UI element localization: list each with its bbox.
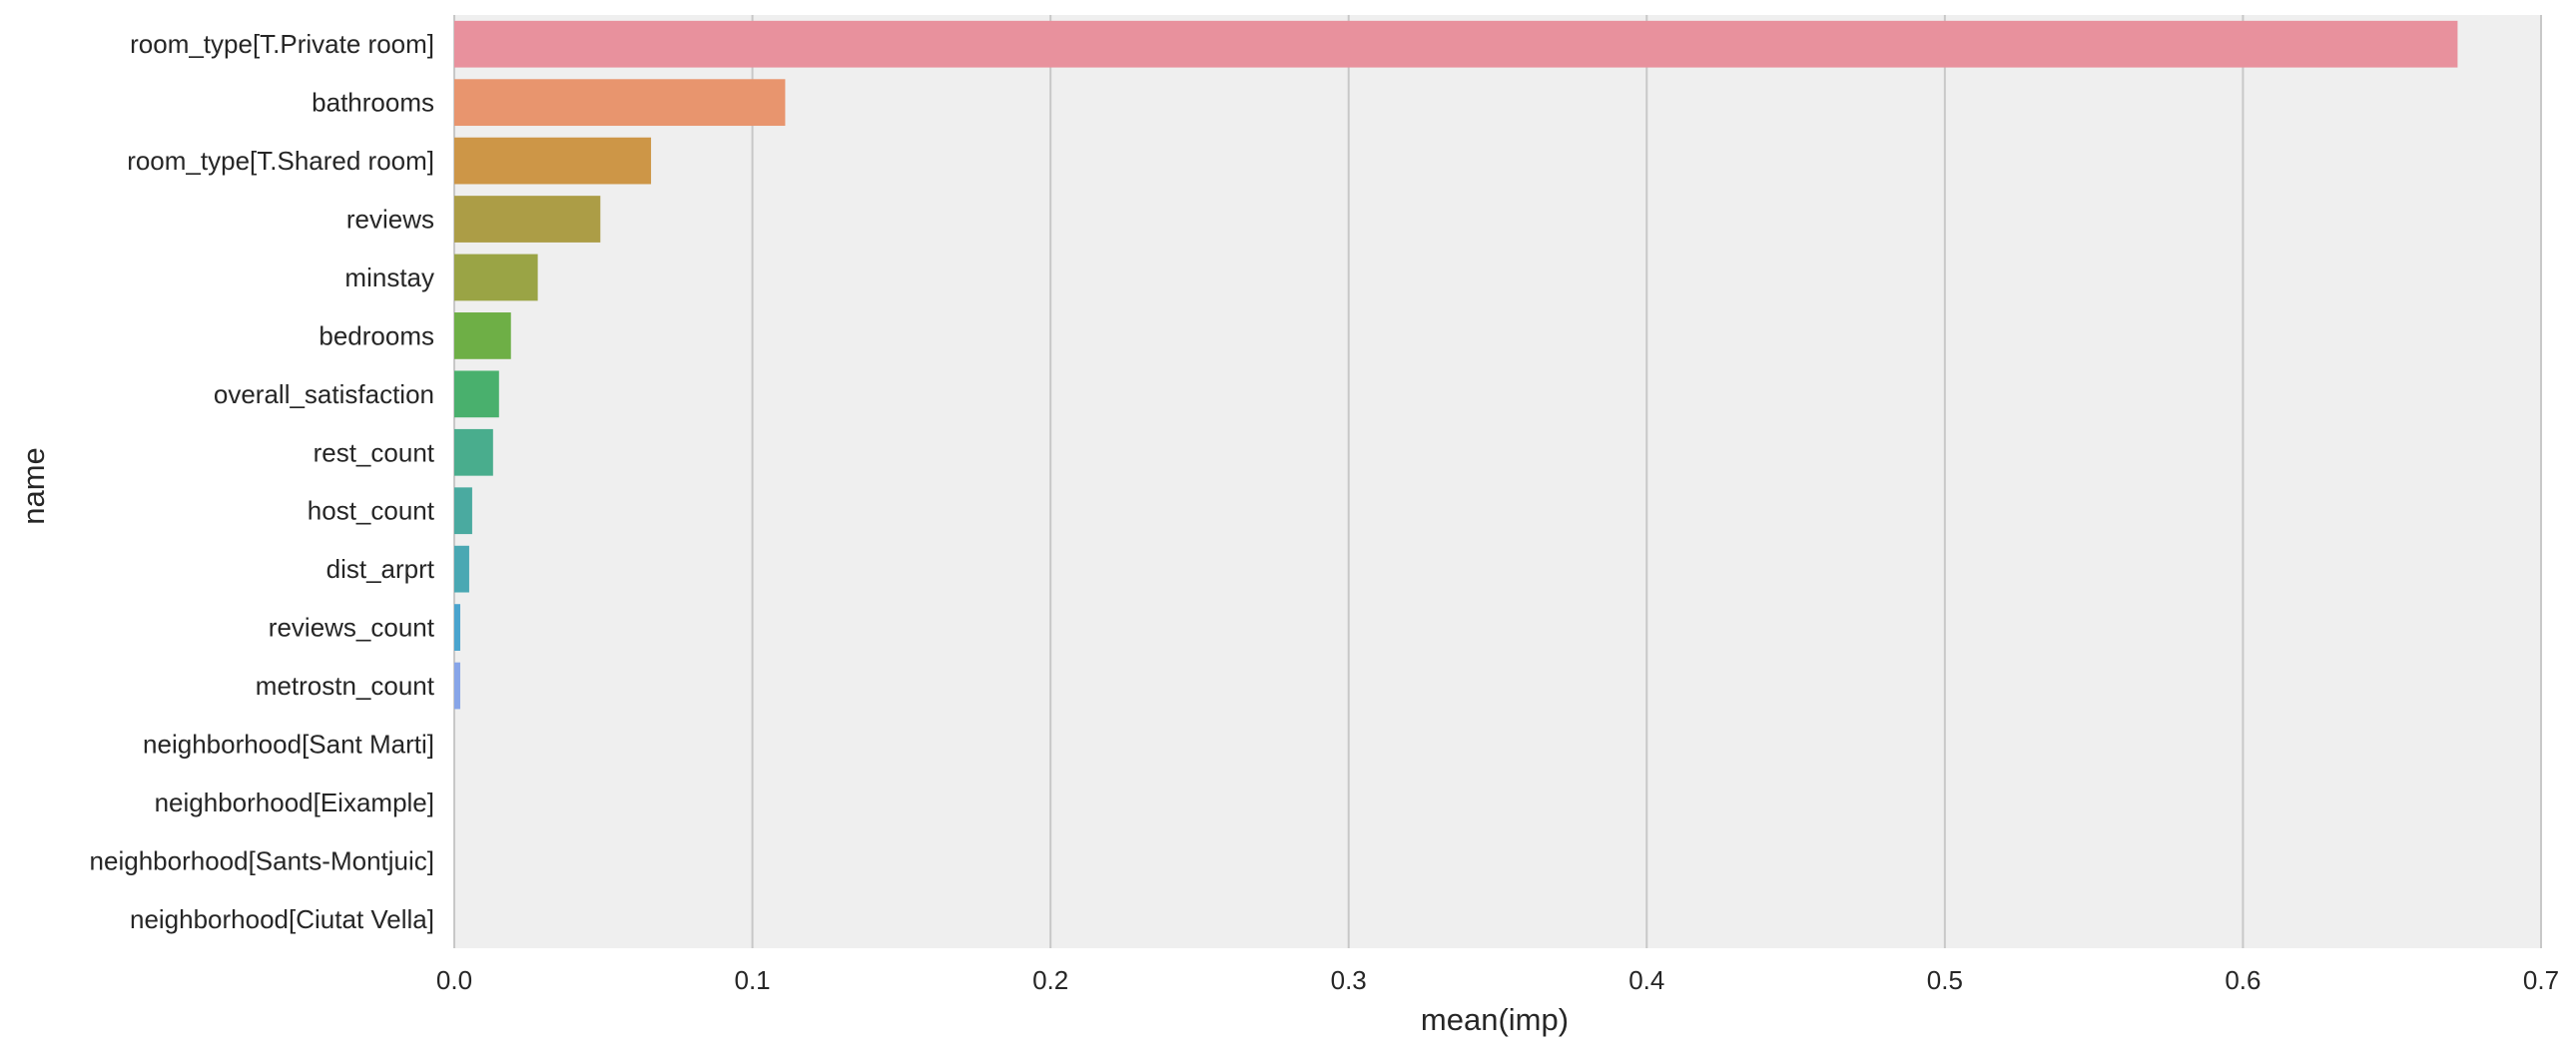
x-tick-labels: 0.0 0.1 0.2 0.3 0.4 0.5 0.6 0.7 <box>436 965 2559 995</box>
y-tick-label: bathrooms <box>312 88 434 118</box>
x-tick-label: 0.5 <box>1927 965 1963 995</box>
bar <box>454 604 460 651</box>
bar <box>454 137 652 185</box>
plot-background <box>454 15 2541 948</box>
y-tick-label: overall_satisfaction <box>214 379 434 409</box>
bar <box>454 370 499 418</box>
bar <box>454 79 786 127</box>
x-tick-label: 0.2 <box>1032 965 1068 995</box>
x-tick-label: 0.6 <box>2225 965 2260 995</box>
y-tick-label: reviews_count <box>269 613 435 643</box>
x-tick-label: 0.1 <box>734 965 770 995</box>
x-tick-label: 0.4 <box>1628 965 1664 995</box>
x-tick-label: 0.0 <box>436 965 472 995</box>
y-tick-label: neighborhood[Sant Marti] <box>143 729 434 759</box>
y-tick-label: room_type[T.Shared room] <box>127 146 434 176</box>
bar <box>454 254 538 301</box>
bar <box>454 428 493 476</box>
y-tick-label: rest_count <box>314 437 435 467</box>
y-tick-labels: room_type[T.Private room] bathrooms room_t… <box>90 29 435 934</box>
y-tick-label: neighborhood[Ciutat Vella] <box>130 904 434 934</box>
y-axis-title: name <box>16 447 51 525</box>
grid-lines <box>453 15 2542 948</box>
y-tick-label: bedrooms <box>319 320 434 350</box>
x-axis-title: mean(imp) <box>1421 1002 1569 1037</box>
y-tick-label: neighborhood[Eixample] <box>155 788 434 817</box>
y-tick-label: reviews <box>346 205 434 235</box>
bar <box>454 545 469 593</box>
x-tick-label: 0.7 <box>2523 965 2559 995</box>
y-tick-label: metrostn_count <box>256 671 435 701</box>
bar <box>454 312 511 359</box>
x-tick-label: 0.3 <box>1331 965 1367 995</box>
bar <box>454 196 601 243</box>
y-tick-label: host_count <box>308 496 435 526</box>
bar <box>454 662 460 710</box>
y-tick-label: dist_arprt <box>326 554 435 584</box>
bars <box>454 20 2458 710</box>
y-tick-label: minstay <box>344 263 434 292</box>
bar <box>454 20 2458 68</box>
y-tick-label: neighborhood[Sants-Montjuic] <box>90 845 434 875</box>
y-tick-label: room_type[T.Private room] <box>130 29 434 59</box>
bar <box>454 487 472 535</box>
